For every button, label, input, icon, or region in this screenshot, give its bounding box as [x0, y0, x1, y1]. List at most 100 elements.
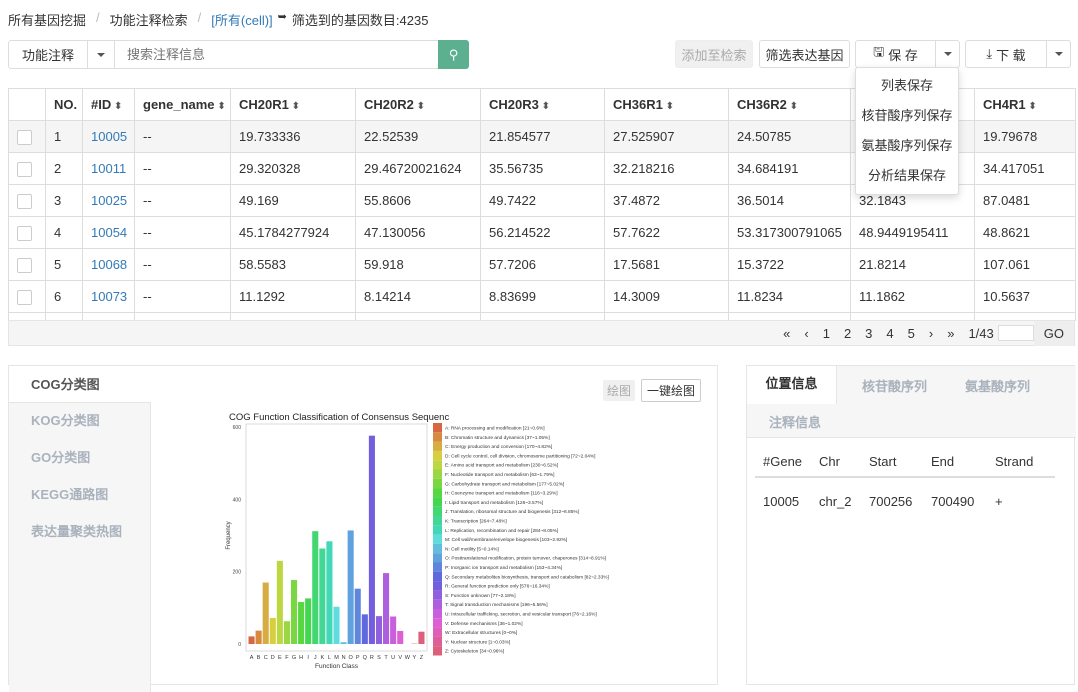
tab-protein[interactable]: 氨基酸序列 [965, 376, 1030, 395]
x-tick-label: E [278, 655, 282, 661]
download-button[interactable]: ⤓下 载 [965, 40, 1047, 68]
row-checkbox[interactable] [17, 162, 32, 177]
gene-id-link[interactable]: 10068 [91, 257, 127, 272]
cell-value: 35.56735 [489, 161, 543, 176]
row-checkbox[interactable] [17, 258, 32, 273]
bar-F [284, 621, 290, 644]
cell-value: 4 [54, 225, 61, 240]
table-cell: 6 [46, 281, 83, 313]
sort-icon[interactable]: ⬍ [539, 101, 550, 112]
go-button[interactable]: GO [1034, 321, 1074, 346]
filter-expressed-button[interactable]: 筛选表达基因 [759, 40, 850, 68]
page-next[interactable]: › [929, 326, 933, 341]
gene-id-link[interactable]: 10011 [91, 161, 126, 176]
column-header[interactable]: gene_name ⬍ [135, 89, 231, 121]
column-header[interactable]: CH20R3 ⬍ [481, 89, 605, 121]
legend-swatch [433, 609, 442, 618]
column-header[interactable]: CH36R1 ⬍ [605, 89, 729, 121]
column-header[interactable]: CH4R1 ⬍ [975, 89, 1076, 121]
x-tick-label: C [264, 655, 268, 661]
gene-id-link[interactable]: 10025 [91, 193, 127, 208]
row-checkbox[interactable] [17, 290, 32, 305]
search-input[interactable] [114, 40, 439, 69]
tab-location[interactable]: 位置信息 [747, 366, 837, 404]
tab-go[interactable]: GO分类图 [9, 439, 151, 476]
sort-icon[interactable]: ⬍ [289, 101, 300, 112]
table-cell: -- [135, 217, 231, 249]
menu-item-protein-save[interactable]: 氨基酸序列保存 [856, 131, 958, 161]
legend-entry: N: Cell motility [5~0.14%] [445, 546, 499, 552]
tab-kog[interactable]: KOG分类图 [9, 402, 151, 439]
gene-id-link[interactable]: 10005 [91, 129, 127, 144]
sort-icon[interactable]: ⬍ [1026, 101, 1037, 112]
x-tick-label: U [391, 655, 395, 661]
one-click-draw-button[interactable]: 一键绘图 [641, 379, 701, 402]
table-cell: 11.8234 [729, 281, 851, 313]
column-header[interactable]: NO. [46, 89, 83, 121]
row-checkbox[interactable] [17, 226, 32, 241]
legend-entry: J: Translation, ribosomal structure and … [445, 509, 579, 515]
table-cell: 37.4872 [605, 185, 729, 217]
tab-heatmap[interactable]: 表达量聚类热图 [9, 513, 151, 550]
table-cell: 49.7422 [481, 185, 605, 217]
legend-entry: R: General function prediction only [576… [445, 584, 550, 590]
gene-id-link[interactable]: 10054 [91, 225, 127, 240]
page-1[interactable]: 1 [823, 326, 830, 341]
cell-value: 57.7622 [613, 225, 660, 240]
page-5[interactable]: 5 [908, 326, 915, 341]
save-button[interactable]: 🖫保 存 [855, 40, 936, 68]
column-header[interactable]: CH20R2 ⬍ [356, 89, 481, 121]
tab-cog[interactable]: COG分类图 [9, 366, 151, 403]
legend-entry: D: Cell cycle control, cell division, ch… [445, 453, 596, 459]
draw-button[interactable]: 绘图 [603, 380, 635, 401]
page-prev[interactable]: ‹ [804, 326, 808, 341]
page-4[interactable]: 4 [886, 326, 893, 341]
x-tick-label: M [334, 655, 339, 661]
sort-icon[interactable]: ⬍ [787, 101, 798, 112]
cell-value: 2 [54, 161, 61, 176]
tab-kegg[interactable]: KEGG通路图 [9, 476, 151, 513]
breadcrumb-item[interactable]: 功能注释检索 [110, 10, 188, 29]
page-3[interactable]: 3 [865, 326, 872, 341]
page-2[interactable]: 2 [844, 326, 851, 341]
search-button[interactable]: ⚲ [438, 40, 469, 69]
bar-N [341, 642, 347, 644]
table-cell: 19.79678 [975, 121, 1076, 153]
cell-value: -- [143, 225, 152, 240]
column-header-label: CH4R1 [983, 97, 1026, 112]
menu-item-analysis-save[interactable]: 分析结果保存 [856, 161, 958, 191]
gene-id-link[interactable]: 10073 [91, 289, 127, 304]
sort-icon[interactable]: ⬍ [663, 101, 674, 112]
category-select[interactable]: 功能注释 [8, 40, 88, 69]
menu-item-nucleotide-save[interactable]: 核苷酸序列保存 [856, 101, 958, 131]
breadcrumb-current[interactable]: [所有(cell)] [211, 10, 272, 29]
add-to-search-button[interactable]: 添加至检索 [675, 40, 753, 68]
breadcrumb-item[interactable]: 所有基因挖掘 [8, 10, 86, 29]
save-dropdown-toggle[interactable] [935, 40, 960, 68]
sort-icon[interactable]: ⬍ [111, 101, 122, 112]
table-cell: 57.7622 [605, 217, 729, 249]
row-checkbox[interactable] [17, 194, 32, 209]
x-tick-label: I [307, 655, 309, 661]
download-dropdown-toggle[interactable] [1046, 40, 1071, 68]
column-header[interactable]: #ID ⬍ [83, 89, 135, 121]
tab-nucleotide[interactable]: 核苷酸序列 [862, 376, 927, 395]
sort-icon[interactable]: ⬍ [215, 101, 226, 112]
tab-annotation[interactable]: 注释信息 [769, 412, 821, 431]
category-dropdown-toggle[interactable] [87, 40, 115, 69]
table-cell: 10.5637 [975, 281, 1076, 313]
column-header[interactable]: CH20R1 ⬍ [231, 89, 356, 121]
page-first[interactable]: « [783, 326, 790, 341]
page-input[interactable] [998, 325, 1034, 341]
page-last[interactable]: » [947, 326, 954, 341]
cell-value: 1 [54, 129, 61, 144]
menu-item-list-save[interactable]: 列表保存 [856, 71, 958, 101]
cell-value: 3 [54, 193, 61, 208]
row-checkbox[interactable] [17, 130, 32, 145]
sort-icon[interactable]: ⬍ [414, 101, 425, 112]
column-header[interactable]: CH36R2 ⬍ [729, 89, 851, 121]
